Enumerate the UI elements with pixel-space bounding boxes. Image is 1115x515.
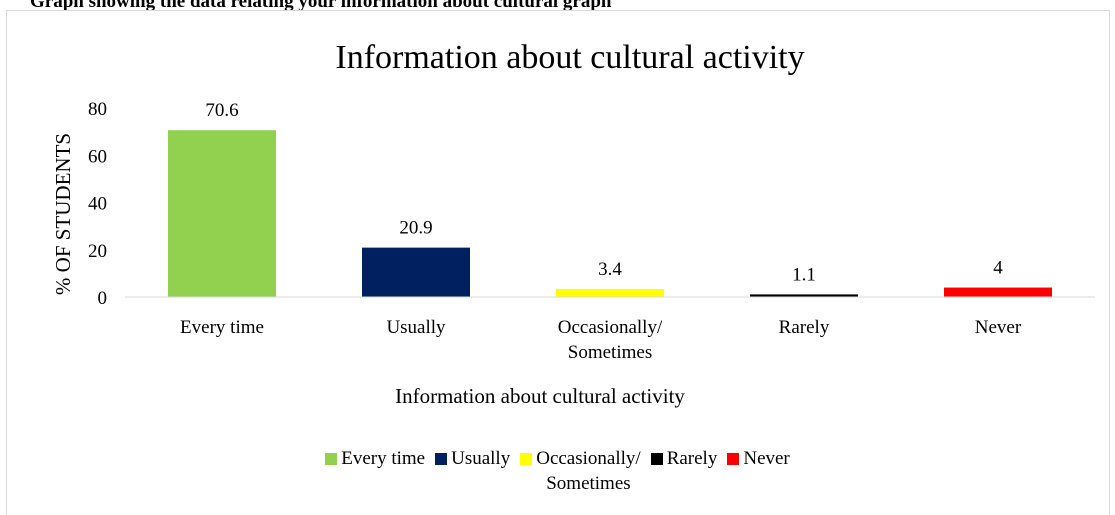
legend-swatch [520, 453, 533, 465]
data-label: 4 [993, 258, 1003, 279]
legend-label: Usually [451, 448, 511, 469]
legend-label: Never [743, 448, 790, 469]
clipped-caption: Graph showing the data relating your inf… [30, 0, 612, 12]
legend-item: Every time [325, 446, 425, 471]
x-tick-label: Usually [386, 317, 446, 338]
bar [556, 288, 664, 297]
legend-swatch [727, 453, 740, 465]
bars [168, 130, 1052, 297]
legend-label: Rarely [666, 448, 718, 469]
data-label: 1.1 [792, 264, 816, 285]
legend-label: Every time [341, 448, 426, 469]
y-axis-title: % OF STUDENTS [51, 133, 75, 295]
bar [750, 294, 858, 297]
value-labels: 70.6 20.9 3.4 1.1 4 [205, 100, 1003, 285]
data-label: 20.9 [399, 218, 432, 239]
data-label: 70.6 [205, 100, 238, 121]
y-tick-label: 80 [88, 99, 107, 120]
y-tick-label: 20 [88, 241, 107, 262]
bar [362, 247, 470, 297]
x-axis-title: Information about cultural activity [395, 384, 685, 408]
chart-frame [6, 10, 1110, 515]
x-tick-label: Occasionally/Sometimes [558, 317, 663, 363]
legend-item: Never [727, 446, 790, 471]
y-tick-label: 40 [88, 194, 107, 215]
x-tick-label: Never [975, 317, 1022, 338]
legend: Every time Usually Occasionally/Sometimes R… [0, 446, 1115, 496]
data-label: 3.4 [598, 259, 622, 280]
legend-label: Occasionally/Sometimes [536, 448, 641, 494]
x-tick-label: Rarely [779, 317, 830, 338]
legend-swatch [435, 453, 448, 465]
bar [168, 130, 276, 297]
legend-item: Occasionally/Sometimes [520, 446, 641, 496]
y-tick-label: 0 [98, 288, 108, 309]
legend-swatch [650, 453, 663, 465]
legend-swatch [325, 453, 338, 465]
x-tick-label: Every time [180, 317, 264, 338]
legend-item: Usually [435, 446, 510, 471]
bar [944, 287, 1052, 297]
chart-title: Information about cultural activity [335, 39, 804, 76]
y-tick-label: 60 [88, 146, 107, 167]
legend-item: Rarely [650, 446, 718, 471]
y-tick-labels: 0 20 40 60 80 [88, 99, 107, 309]
x-tick-labels: Every time Usually Occasionally/Sometimes R… [180, 317, 1022, 363]
